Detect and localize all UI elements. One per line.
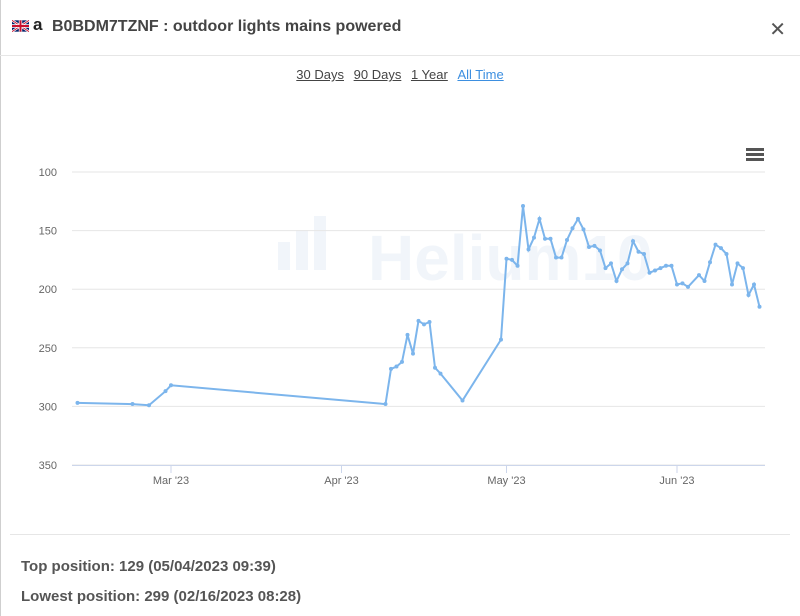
data-point — [686, 284, 690, 289]
data-point — [625, 261, 630, 266]
x-tick-label: Mar '23 — [153, 475, 189, 487]
data-point — [724, 252, 729, 257]
data-point — [746, 293, 751, 298]
data-point — [730, 282, 734, 287]
data-point — [658, 266, 663, 271]
data-point — [669, 263, 674, 268]
y-tick-label: 350 — [39, 460, 57, 472]
data-point — [389, 366, 393, 371]
watermark-bar-2 — [314, 216, 326, 270]
range-selector: 30 Days 90 Days 1 Year All Time — [0, 67, 800, 82]
data-point — [130, 402, 135, 407]
data-point — [169, 383, 173, 388]
data-point — [504, 256, 509, 261]
data-point — [383, 402, 388, 407]
product-title: B0BDM7TZNF : outdoor lights mains powere… — [52, 18, 402, 35]
watermark-text: Helium10 — [368, 222, 653, 294]
y-tick-label: 250 — [39, 343, 57, 355]
data-point — [521, 203, 525, 208]
data-point — [653, 268, 657, 273]
data-point — [735, 261, 740, 266]
data-point — [438, 371, 443, 376]
data-point — [163, 389, 168, 394]
uk-flag-icon — [12, 20, 29, 32]
watermark-bar-0 — [278, 242, 290, 270]
data-point — [405, 332, 410, 337]
data-point — [570, 226, 575, 231]
divider — [10, 534, 790, 535]
data-point — [713, 242, 718, 247]
x-tick-label: Jun '23 — [659, 475, 694, 487]
watermark: Helium10 — [278, 216, 653, 294]
data-point — [603, 266, 608, 271]
y-tick-label: 100 — [39, 167, 57, 179]
data-point — [708, 260, 712, 265]
data-point — [147, 403, 151, 408]
data-point — [515, 263, 520, 268]
data-point — [576, 216, 580, 221]
data-point — [400, 359, 404, 364]
data-point — [702, 278, 707, 283]
window-border — [0, 0, 1, 616]
data-point — [636, 249, 641, 254]
data-point — [565, 237, 569, 242]
data-point — [532, 235, 536, 240]
data-point — [394, 364, 399, 369]
data-point — [757, 304, 762, 309]
data-point — [75, 400, 80, 405]
data-point — [581, 227, 586, 232]
data-point — [675, 282, 679, 287]
y-tick-label: 150 — [39, 226, 57, 238]
data-point — [416, 318, 421, 323]
rank-chart: Helium10 100 150 200 250 300 350 Mar '23 Apr '… — [39, 167, 765, 487]
data-point — [647, 270, 652, 275]
range-30-days[interactable]: 30 Days — [296, 67, 344, 82]
y-tick-label: 200 — [39, 284, 57, 296]
data-point — [411, 351, 415, 356]
data-point — [543, 236, 547, 241]
data-point — [642, 252, 646, 257]
data-point — [433, 365, 437, 370]
modal-header: a B0BDM7TZNF : outdoor lights mains powe… — [0, 0, 800, 56]
hamburger-menu-icon[interactable] — [746, 148, 764, 162]
data-point — [548, 236, 553, 241]
data-point — [614, 278, 619, 283]
data-point — [510, 257, 514, 262]
data-point — [499, 337, 503, 342]
data-point — [697, 273, 701, 278]
close-icon[interactable]: ✕ — [769, 19, 786, 41]
data-point — [592, 243, 597, 248]
data-point — [422, 322, 426, 327]
data-point — [620, 267, 624, 272]
x-tick-label: May '23 — [487, 475, 525, 487]
data-point — [427, 320, 432, 325]
data-point — [609, 261, 613, 266]
data-point — [554, 255, 558, 260]
range-90-days[interactable]: 90 Days — [353, 67, 402, 82]
data-point — [719, 246, 723, 251]
data-point — [526, 247, 531, 252]
top-position-text: Top position: 129 (05/04/2023 09:39) — [21, 558, 276, 575]
lowest-position-text: Lowest position: 299 (02/16/2023 08:28) — [21, 588, 302, 605]
amazon-icon: a — [33, 15, 43, 34]
data-point — [537, 216, 542, 221]
y-tick-label: 300 — [39, 401, 57, 413]
data-point — [752, 282, 756, 287]
watermark-bar-1 — [296, 230, 308, 270]
data-point — [598, 248, 602, 253]
x-tick-label: Apr '23 — [324, 475, 359, 487]
data-point — [460, 398, 465, 403]
data-point — [741, 266, 745, 271]
range-all-time[interactable]: All Time — [457, 67, 504, 82]
data-point — [664, 263, 668, 268]
range-1-year[interactable]: 1 Year — [410, 67, 448, 82]
data-point — [680, 281, 685, 286]
series-line — [77, 205, 761, 407]
data-point — [631, 239, 635, 244]
data-point — [587, 245, 591, 250]
data-point — [559, 255, 564, 260]
